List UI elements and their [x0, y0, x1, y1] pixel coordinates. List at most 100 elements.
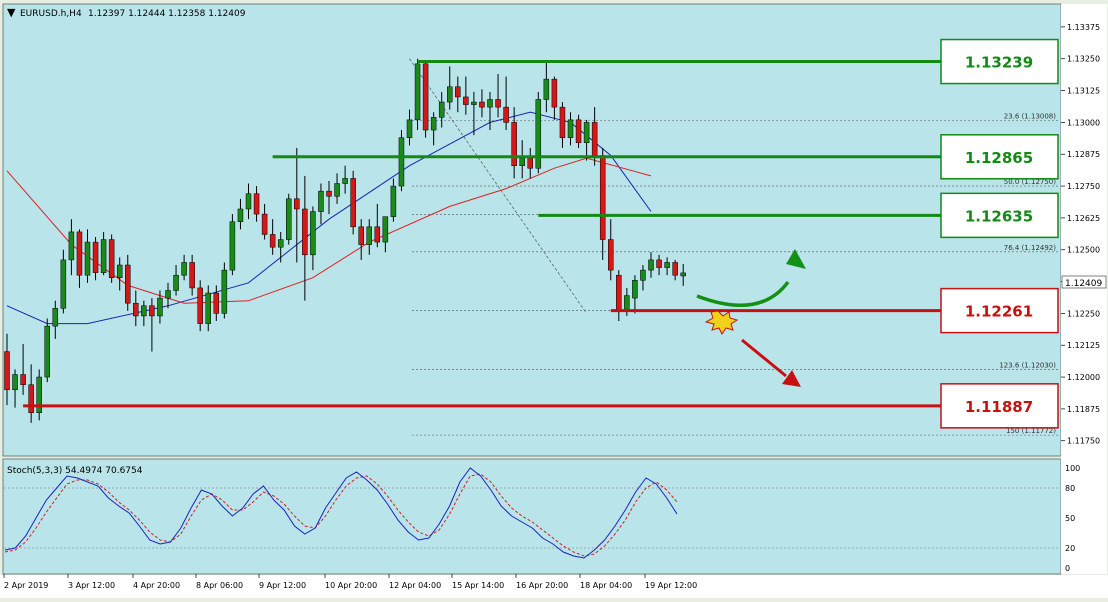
level-price-box: [940, 287, 1059, 334]
stoch-tick-label: 50: [1065, 514, 1075, 523]
time-tick-label: 9 Apr 12:00: [259, 581, 306, 590]
time-tick-label: 18 Apr 04:00: [580, 581, 632, 590]
time-tick-label: 19 Apr 12:00: [645, 581, 697, 590]
time-tick-label: 3 Apr 12:00: [68, 581, 115, 590]
price-tick-label: 1.11750: [1067, 437, 1100, 446]
candle-body: [422, 63, 429, 131]
fibo-level-label: 50.0 (1.12750): [1004, 178, 1056, 186]
candle-body: [76, 231, 83, 276]
moving-average-line: [6, 157, 652, 304]
candle-body: [84, 241, 91, 276]
candle-body: [221, 269, 228, 314]
level-price-label: 1.12635: [965, 207, 1033, 225]
price-tick-label: 1.12875: [1067, 150, 1100, 159]
candle-body: [92, 241, 99, 273]
candle-body: [487, 99, 493, 108]
main-chart-area[interactable]: [2, 3, 1062, 457]
candle-body: [253, 193, 260, 215]
bullish-arrow-head-icon: [786, 249, 806, 269]
candle-body: [591, 122, 598, 156]
candle-body: [181, 262, 187, 276]
candle-body: [616, 274, 622, 312]
bullish-scenario-arrow: [696, 280, 790, 308]
candle-body: [173, 274, 179, 291]
candle-body: [60, 259, 67, 309]
candle-body: [664, 262, 670, 268]
fibo-level-label: 123.6 (1.12030): [999, 361, 1056, 369]
price-tick-label: 1.12625: [1067, 214, 1100, 223]
candle-body: [261, 213, 268, 235]
level-price-label: 1.12865: [965, 149, 1033, 167]
candle-body: [583, 122, 590, 144]
candle-body: [438, 101, 445, 118]
candle-body: [318, 190, 324, 212]
candle-body: [398, 137, 405, 187]
candle-body: [310, 211, 316, 256]
candle-body: [366, 226, 372, 245]
level-price-label: 1.11887: [965, 398, 1033, 416]
support-resistance-levels: 1.13239 1.12865 1.12635 1.12261 1.11887: [23, 38, 1059, 429]
candle-body: [527, 157, 533, 169]
candle-body: [197, 287, 203, 324]
time-tick-label: 8 Apr 06:00: [196, 581, 243, 590]
candle-body: [390, 185, 397, 217]
fibonacci-levels: 23.6 (1.13008) 50.0 (1.12750) 76.4 (1.1249…: [409, 58, 1058, 436]
candle-body: [165, 290, 171, 299]
bearish-scenario-arrow: [741, 338, 787, 378]
stoch-signal-line: [4, 473, 678, 557]
candle-body: [519, 157, 525, 166]
chart-header-arrow-icon[interactable]: ▼: [7, 6, 16, 19]
candle-body: [463, 96, 469, 105]
time-tick-label: 4 Apr 20:00: [133, 581, 180, 590]
candle-body: [4, 351, 10, 391]
breakout-explosion-icon: [704, 310, 739, 335]
candle-body: [406, 119, 413, 138]
candle-body: [125, 264, 131, 304]
candle-body: [680, 272, 686, 277]
candle-body: [640, 269, 646, 281]
time-tick-label: 10 Apr 20:00: [325, 581, 377, 590]
fibo-level-label: 150 (1.11772): [1006, 427, 1056, 435]
time-scale: [0, 575, 1108, 598]
candle-body: [342, 178, 348, 184]
candle-body: [471, 101, 477, 105]
price-tick-label: 1.13000: [1067, 118, 1100, 127]
candle-body: [68, 231, 75, 261]
candle-body: [575, 119, 582, 144]
price-tick-label: 1.11875: [1067, 405, 1100, 414]
candle-body: [133, 302, 139, 317]
candle-body: [599, 155, 606, 240]
candle-body: [36, 376, 42, 413]
fibo-level-label: 76.4 (1.12492): [1004, 244, 1056, 252]
ohlc-header: 1.12397 1.12444 1.12358 1.12409: [88, 9, 246, 19]
candle-body: [149, 305, 155, 317]
price-scale: [1061, 4, 1107, 574]
candle-body: [12, 374, 18, 391]
level-price-box: [940, 192, 1059, 239]
candle-body: [269, 234, 276, 248]
level-price-box: [940, 38, 1059, 85]
level-price-box: [940, 134, 1059, 180]
price-tick-label: 1.12250: [1067, 309, 1100, 318]
candle-body: [141, 305, 147, 317]
candle-body: [108, 239, 115, 278]
level-price-box: [940, 383, 1059, 429]
candle-body: [648, 259, 654, 271]
candle-body: [551, 78, 558, 108]
candlesticks: [4, 58, 686, 423]
current-price-box: [1061, 275, 1107, 289]
price-tick-label: 1.12500: [1067, 246, 1100, 255]
candle-body: [624, 295, 630, 312]
stoch-tick-label: 80: [1065, 484, 1075, 493]
candle-body: [608, 239, 614, 271]
price-tick-label: 1.13375: [1067, 23, 1100, 32]
candle-body: [334, 183, 340, 197]
candle-body: [205, 292, 211, 324]
stochastic-panel[interactable]: [2, 458, 1062, 575]
price-tick-label: 1.13125: [1067, 87, 1100, 96]
candle-body: [447, 86, 453, 103]
candle-body: [414, 63, 421, 121]
candle-body: [382, 216, 389, 243]
candle-body: [189, 262, 195, 289]
